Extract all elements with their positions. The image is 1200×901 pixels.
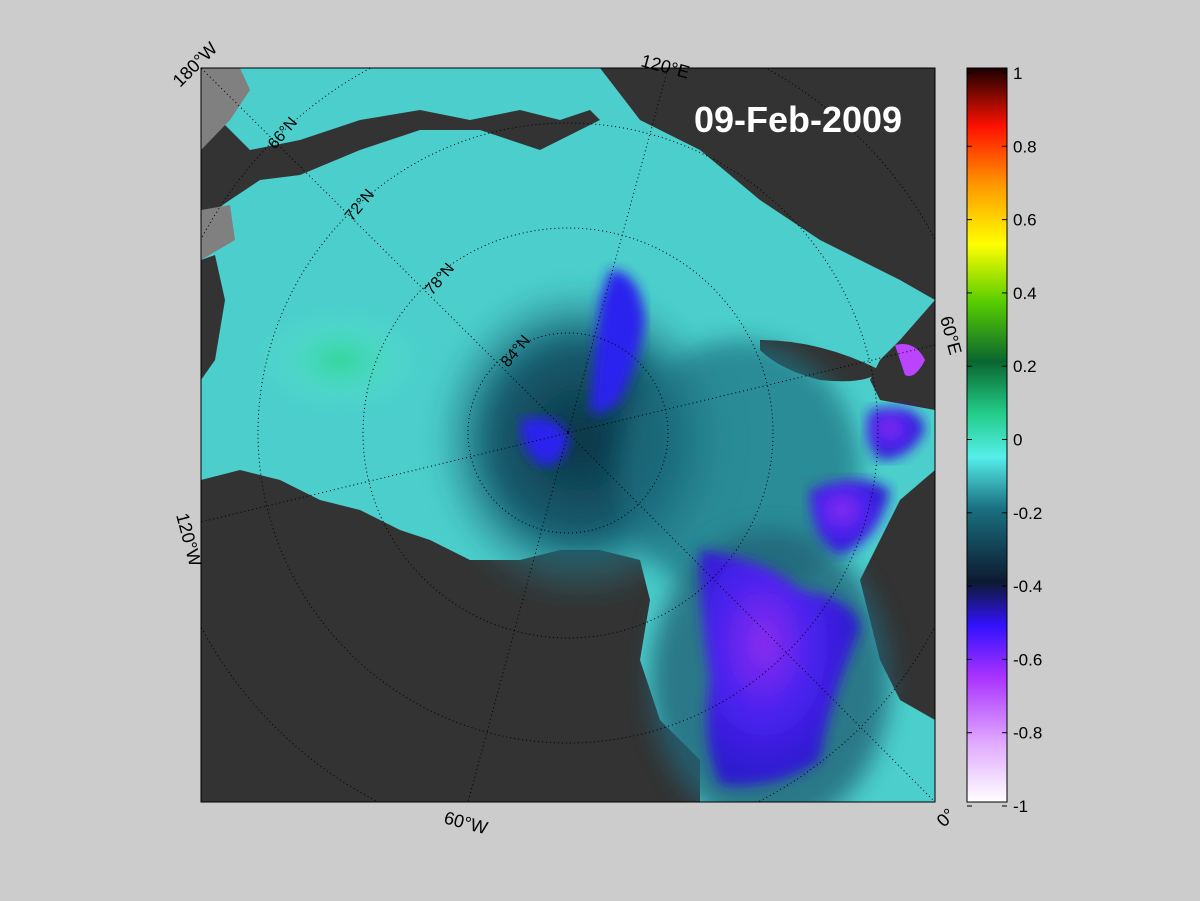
map-border	[200, 67, 936, 803]
lon-60e-label: 60°E	[936, 314, 965, 357]
pole-marker: *	[566, 429, 570, 440]
colorbar: 1 0.8 0.6 0.4 0.2 0 -0.2 -0.4 -0.6 -0.8 -1	[966, 64, 1042, 816]
date-label: 09-Feb-2009	[694, 99, 902, 140]
colorbar-bar	[966, 67, 1008, 803]
colorbar-tick-label: 0.8	[1013, 137, 1037, 156]
map-area: *	[201, 68, 935, 802]
ice-green-patch	[260, 310, 420, 410]
anomaly-pole-north	[590, 270, 645, 414]
colorbar-tick-label: -1	[1013, 797, 1028, 816]
anomaly-barents-south	[700, 550, 860, 786]
coast-grey-w	[201, 205, 235, 260]
coast-grey-nw	[201, 68, 250, 150]
meridian-60e	[567, 344, 935, 434]
colorbar-tick-label: 0	[1013, 431, 1022, 450]
colorbar-tick-label: -0.8	[1013, 724, 1042, 743]
lon-60w-label: 60°W	[442, 808, 490, 839]
anomaly-pole	[520, 417, 570, 466]
colorbar-tick-label: 0.6	[1013, 211, 1037, 230]
colorbar-tick-label: 0.2	[1013, 357, 1037, 376]
land-alaska-edge	[201, 255, 225, 380]
land-greenland	[480, 560, 690, 802]
meridian-120w	[201, 432, 569, 523]
colorbar-tick-label: -0.4	[1013, 577, 1042, 596]
anomaly-purple-edge	[895, 344, 925, 376]
parallel-78	[362, 227, 774, 639]
land-siberia	[201, 68, 935, 300]
colorbar-tick-label: -0.2	[1013, 504, 1042, 523]
colorbar-tick-label: 0.4	[1013, 284, 1037, 303]
colorbar-tick-label: -0.6	[1013, 650, 1042, 669]
colorbar-ticks: 1 0.8 0.6 0.4 0.2 0 -0.2 -0.4 -0.6 -0.8 -1	[967, 64, 1042, 816]
colorbar-tick-label: 1	[1013, 64, 1022, 83]
land-scandinavia	[860, 470, 935, 720]
meridian-lines	[201, 68, 935, 802]
lon-120w-label: 120°W	[172, 511, 205, 569]
parallel-circles	[201, 68, 935, 802]
anomaly-kara	[866, 407, 925, 460]
meridian-0	[567, 432, 935, 802]
land-severnaya	[760, 340, 880, 382]
parallel-84	[467, 332, 669, 534]
lon-0-label: 0°	[933, 805, 959, 831]
parallel-72	[257, 122, 879, 744]
land-chukotka	[201, 68, 600, 220]
anomaly-barents-north	[810, 480, 890, 555]
